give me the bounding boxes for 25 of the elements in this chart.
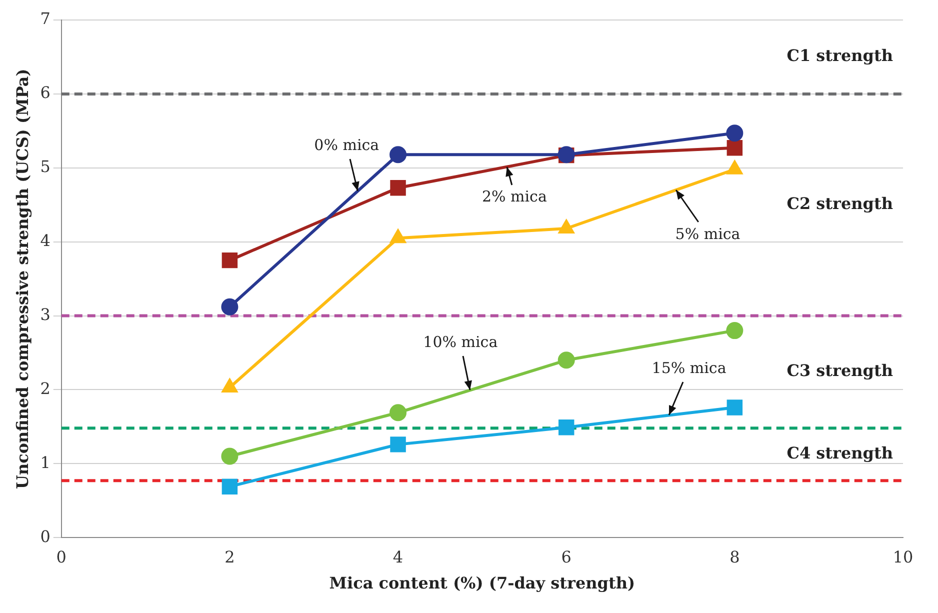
y-tick-label: 4: [40, 230, 50, 250]
text: 5% mica: [675, 224, 740, 243]
y-tick-label: 5: [40, 157, 50, 176]
x-tick-label: 8: [730, 547, 740, 566]
series-label: 10% mica: [423, 332, 498, 351]
x-tick-label: 10: [892, 547, 914, 566]
annotation: C4 strength: [786, 444, 894, 463]
x-axis-title: Mica content (%) (7-day strength): [329, 574, 636, 593]
x-tick-label: 6: [561, 547, 572, 566]
annotation: C3 strength: [786, 361, 894, 380]
y-tick-label: 7: [40, 9, 50, 28]
annotation: C1 strength: [786, 46, 894, 66]
x-tick-label: 0: [56, 547, 66, 566]
x-tick-label: 4: [392, 547, 404, 566]
y-axis-title: Unconfined compressive strength (UCS) (MPa): [12, 68, 32, 489]
y-tick-label: 0: [40, 526, 50, 546]
y-tick-label: 6: [40, 83, 50, 102]
y-tick-label: 3: [40, 304, 50, 324]
y-tick-label: 2: [40, 378, 50, 398]
y-tick-label: 1: [40, 452, 50, 472]
series-label: 15% mica: [652, 359, 726, 378]
series-label: 2% mica: [482, 188, 547, 206]
x-tick-label: 2: [224, 547, 235, 566]
annotation: C2 strength: [786, 194, 894, 214]
series-label: 0% mica: [314, 136, 380, 154]
